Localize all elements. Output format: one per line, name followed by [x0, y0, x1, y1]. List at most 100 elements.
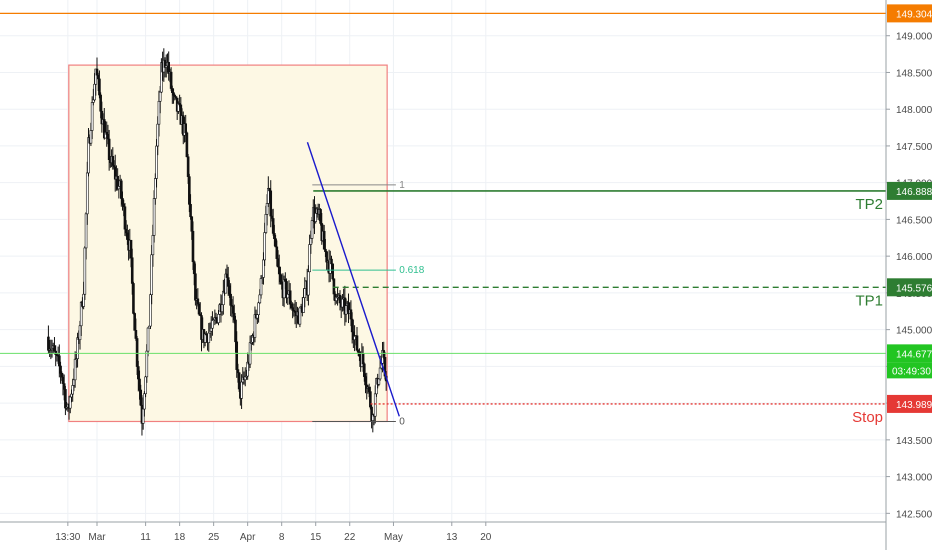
- candle-body: [105, 131, 109, 135]
- candle-body: [141, 408, 145, 424]
- candle-body: [188, 176, 191, 205]
- candle-body: [85, 172, 89, 215]
- candle-body: [47, 336, 50, 351]
- candle-body: [280, 281, 283, 285]
- candle-body: [60, 372, 64, 378]
- countdown-badge: [887, 362, 932, 379]
- candle-body: [277, 266, 281, 275]
- x-tick-label: 25: [208, 532, 220, 543]
- candle-body: [151, 235, 155, 256]
- candle-body: [154, 178, 157, 199]
- candle-body: [70, 393, 73, 398]
- candle-body: [89, 130, 93, 144]
- candles: [47, 48, 388, 436]
- candle-body: [364, 376, 367, 386]
- candle-body: [139, 389, 143, 406]
- candle-body: [138, 378, 141, 391]
- candle-body: [377, 378, 381, 385]
- price-badge-level-top: [887, 4, 932, 23]
- candle-body: [382, 350, 386, 358]
- x-tick-label: Apr: [240, 532, 256, 543]
- candle-body: [62, 383, 66, 390]
- candle-body: [265, 203, 269, 215]
- x-tick-label: 20: [480, 532, 492, 543]
- candle-body: [263, 232, 266, 261]
- range-rectangle[interactable]: [68, 64, 388, 423]
- y-tick-label: 146.000: [896, 252, 932, 263]
- candle-body: [129, 239, 133, 259]
- candle-body: [134, 330, 138, 339]
- annotation-tp2: TP2: [855, 196, 883, 213]
- candle-body: [157, 100, 161, 125]
- drawings[interactable]: 1 0.618 0 TP2 TP1 Stop: [0, 12, 886, 427]
- candle-body: [64, 389, 67, 409]
- candle-body: [124, 228, 128, 234]
- x-tick-label: 11: [140, 532, 151, 543]
- candle-body: [310, 220, 314, 239]
- candle-body: [268, 188, 271, 192]
- candle-body: [72, 379, 76, 386]
- candle-body: [288, 290, 292, 305]
- candle-body: [309, 238, 313, 245]
- candle-body: [150, 254, 153, 295]
- candle-body: [146, 327, 150, 352]
- candle-body: [291, 307, 294, 311]
- candle-body: [92, 99, 95, 103]
- y-tick-label: 149.000: [896, 32, 932, 43]
- candle-body: [303, 288, 307, 298]
- candle-body: [273, 233, 276, 240]
- fib-label: 1: [399, 180, 405, 191]
- candle-body: [341, 298, 344, 308]
- candle-body: [237, 372, 241, 390]
- candle-body: [207, 332, 211, 343]
- candle-body: [93, 83, 96, 101]
- candle-body: [98, 78, 101, 96]
- candle-body: [132, 283, 135, 314]
- candle-body: [192, 261, 196, 275]
- candle-body: [155, 145, 158, 179]
- annotation-tp1: TP1: [855, 292, 883, 309]
- fib-label: 0.618: [399, 265, 424, 276]
- candle-body: [120, 180, 123, 199]
- candle-body: [152, 198, 156, 236]
- candle-body: [111, 156, 115, 166]
- candle-body: [68, 396, 72, 409]
- candle-body: [82, 293, 85, 307]
- candle-body: [344, 305, 348, 315]
- candle-body: [235, 341, 239, 370]
- candle-body: [325, 251, 328, 263]
- price-badge-label: 146.888: [896, 187, 932, 198]
- candle-body: [307, 271, 310, 296]
- candle-body: [144, 376, 147, 395]
- candle-body: [276, 258, 280, 268]
- trendline: [306, 142, 400, 417]
- candle-body: [135, 338, 139, 367]
- candle-body: [232, 312, 236, 321]
- candle-body: [122, 203, 126, 208]
- candle-body: [184, 123, 187, 134]
- candle-body: [171, 88, 174, 93]
- candle-body: [229, 293, 232, 306]
- candle-body: [286, 293, 290, 299]
- candle-body: [259, 278, 263, 296]
- candle-body: [338, 294, 342, 304]
- candle-body: [275, 246, 279, 259]
- annotation-stop: Stop: [852, 409, 883, 426]
- candle-body: [61, 376, 65, 384]
- candle-body: [53, 345, 56, 352]
- range-box: [68, 64, 388, 423]
- candle-body: [73, 358, 77, 381]
- candle-body: [373, 393, 377, 417]
- candle-body: [269, 190, 273, 217]
- price-badge-stop: [887, 394, 932, 413]
- candle-body: [231, 306, 235, 314]
- candle-body: [145, 350, 149, 378]
- candle-body: [106, 134, 110, 140]
- price-badges: 149.304 146.888 145.576 144.677 03:49:30 143.…: [887, 4, 932, 413]
- candle-body: [211, 319, 214, 329]
- x-tick-label: 22: [344, 532, 356, 543]
- candle-body: [298, 307, 302, 325]
- candle-body: [76, 337, 79, 359]
- candle-body: [95, 68, 99, 76]
